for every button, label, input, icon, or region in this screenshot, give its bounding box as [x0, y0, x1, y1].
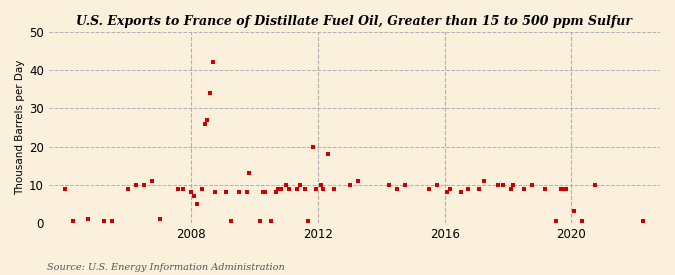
Point — [560, 186, 571, 191]
Point — [423, 186, 434, 191]
Point — [257, 190, 268, 194]
Point — [155, 217, 165, 221]
Point — [202, 118, 213, 122]
Point — [318, 186, 329, 191]
Point — [556, 186, 566, 191]
Point — [518, 186, 529, 191]
Point — [590, 183, 601, 187]
Point — [68, 219, 78, 223]
Point — [550, 219, 561, 223]
Point — [225, 219, 236, 223]
Point — [442, 190, 453, 194]
Y-axis label: Thousand Barrels per Day: Thousand Barrels per Day — [15, 60, 25, 195]
Point — [307, 144, 318, 149]
Point — [260, 190, 271, 194]
Point — [292, 186, 302, 191]
Point — [329, 186, 340, 191]
Point — [186, 190, 197, 194]
Point — [497, 183, 508, 187]
Point — [302, 219, 313, 223]
Point — [192, 202, 202, 206]
Point — [473, 186, 484, 191]
Point — [196, 186, 207, 191]
Point — [400, 183, 410, 187]
Point — [130, 183, 141, 187]
Point — [479, 179, 489, 183]
Point — [431, 183, 442, 187]
Point — [558, 186, 569, 191]
Point — [210, 190, 221, 194]
Point — [540, 186, 551, 191]
Point — [463, 186, 474, 191]
Point — [173, 186, 184, 191]
Point — [294, 183, 305, 187]
Point — [310, 186, 321, 191]
Point — [508, 183, 519, 187]
Point — [188, 194, 199, 198]
Point — [526, 183, 537, 187]
Point — [384, 183, 395, 187]
Point — [352, 179, 363, 183]
Point — [107, 219, 117, 223]
Point — [344, 183, 355, 187]
Point — [568, 209, 579, 214]
Point — [178, 186, 189, 191]
Point — [234, 190, 244, 194]
Point — [315, 183, 326, 187]
Point — [205, 91, 215, 95]
Point — [637, 219, 648, 223]
Point — [299, 186, 310, 191]
Point — [273, 186, 284, 191]
Point — [199, 121, 210, 126]
Point — [138, 183, 149, 187]
Point — [83, 217, 94, 221]
Point — [220, 190, 231, 194]
Point — [244, 171, 254, 175]
Point — [59, 186, 70, 191]
Point — [281, 183, 292, 187]
Point — [254, 219, 265, 223]
Title: U.S. Exports to France of Distillate Fuel Oil, Greater than 15 to 500 ppm Sulfur: U.S. Exports to France of Distillate Fue… — [76, 15, 632, 28]
Text: Source: U.S. Energy Information Administration: Source: U.S. Energy Information Administ… — [47, 263, 285, 272]
Point — [492, 183, 503, 187]
Point — [242, 190, 252, 194]
Point — [146, 179, 157, 183]
Point — [505, 186, 516, 191]
Point — [207, 60, 218, 65]
Point — [392, 186, 402, 191]
Point — [265, 219, 276, 223]
Point — [123, 186, 134, 191]
Point — [275, 186, 286, 191]
Point — [99, 219, 110, 223]
Point — [271, 190, 281, 194]
Point — [284, 186, 294, 191]
Point — [445, 186, 456, 191]
Point — [576, 219, 587, 223]
Point — [455, 190, 466, 194]
Point — [323, 152, 334, 156]
